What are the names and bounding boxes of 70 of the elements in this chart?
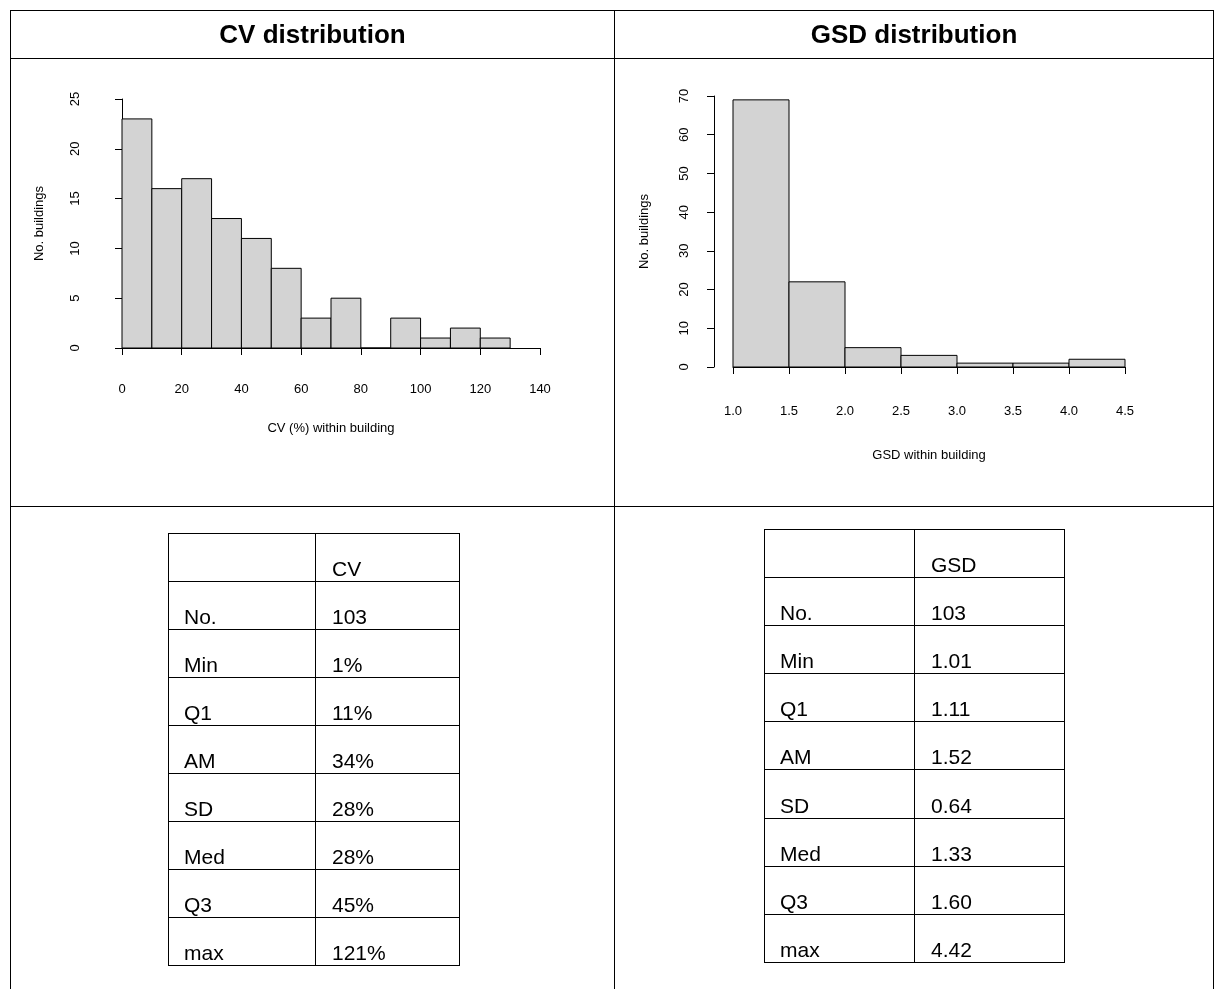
table-cell: No. [168,581,316,630]
chart-title: GSD distribution [615,11,1213,59]
y-tick-label: 10 [67,241,82,256]
table-cell: 1.52 [914,721,1065,770]
x-tick-label: 1.0 [723,403,743,418]
table-cell: 0.64 [914,769,1065,819]
table-cell: max [168,917,316,966]
x-tick-label: 40 [234,381,249,396]
table-cell: 121% [315,917,460,966]
y-tick-label: 0 [67,344,82,352]
x-tick-label: 3.5 [1003,403,1023,418]
x-tick-label: 2.5 [891,403,911,418]
x-axis-title: CV (%) within building [267,420,395,435]
y-tick-label: 0 [676,363,691,371]
y-tick-label: 25 [67,91,82,107]
table-cell: 1% [315,629,460,678]
x-tick-label: 0 [118,381,126,396]
table-cell: 28% [315,773,460,822]
table-cell: 4.42 [914,914,1065,963]
x-tick-label: 100 [409,381,432,396]
y-tick-label: 60 [676,127,691,142]
table-cell: 103 [315,581,460,630]
x-tick-label: 4.5 [1115,403,1135,418]
table-cell: Q1 [168,677,316,726]
table-cell: 1.33 [914,818,1065,867]
y-axis-title: No. buildings [636,193,651,270]
y-tick-label: 15 [67,191,82,206]
y-axis-title: No. buildings [31,185,46,262]
table-cell: 45% [315,869,460,918]
y-tick-label: 50 [676,166,691,181]
y-tick-label: 20 [67,141,82,157]
table-cell: Q3 [764,866,915,915]
x-tick-label: 140 [529,381,551,396]
table-cell: Min [764,625,915,674]
table-cell: GSD [914,529,1065,578]
table-cell: SD [764,769,915,819]
y-tick-label: 40 [676,204,691,220]
table-cell: max [764,914,915,963]
table-cell: 28% [315,821,460,870]
table-cell: 34% [315,725,460,774]
table-cell: Q3 [168,869,316,918]
y-tick-label: 30 [676,243,691,259]
table-cell: 1.11 [914,673,1065,722]
x-tick-label: 4.0 [1059,403,1079,418]
y-tick-label: 70 [676,88,691,104]
table-cell: SD [168,773,316,822]
x-tick-label: 120 [469,381,492,396]
chart-title: CV distribution [11,11,614,59]
x-tick-label: 1.5 [779,403,799,418]
x-axis-title: GSD within building [872,447,986,462]
table-cell: 11% [315,677,460,726]
x-tick-label: 3.0 [947,403,967,418]
table-cell: AM [168,725,316,774]
table-cell: No. [764,577,915,626]
table-cell: 1.01 [914,625,1065,674]
y-tick-label: 10 [676,321,691,336]
table-cell: Med [764,818,915,867]
table-cell: CV [315,533,460,582]
x-tick-label: 60 [293,381,309,396]
table-cell: Med [168,821,316,870]
x-tick-label: 20 [174,381,189,396]
y-tick-label: 20 [676,282,691,297]
table-cell: AM [764,721,915,770]
x-tick-label: 80 [353,381,369,396]
table-cell: 1.60 [914,866,1065,915]
table-cell: 103 [914,577,1065,626]
x-tick-label: 2.0 [835,403,855,418]
table-cell: Q1 [764,673,915,722]
table-cell: Min [168,629,316,678]
y-tick-label: 5 [67,294,82,302]
